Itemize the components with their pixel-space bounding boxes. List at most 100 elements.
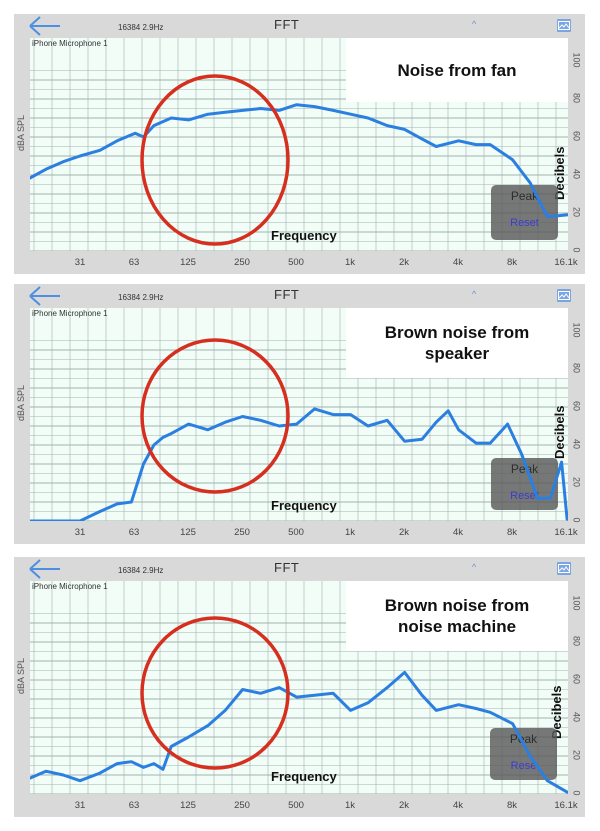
image-export-icon[interactable] <box>557 289 571 302</box>
x-tick-label: 250 <box>234 800 250 811</box>
y-tick-label: 100 <box>571 595 582 611</box>
reset-button[interactable]: Reset <box>510 490 539 502</box>
x-tick-label: 31 <box>74 527 86 538</box>
fft-size-label: 16384 2.9Hz <box>118 293 164 302</box>
y-axis-right-label: Decibels <box>552 405 567 459</box>
y-tick-label: 100 <box>571 322 582 338</box>
x-tick-label: 2k <box>398 800 410 811</box>
x-tick-label: 4k <box>452 527 464 538</box>
y-axis-right: 0 20 40 60 80 100 <box>568 38 585 252</box>
y-axis-right: 0 20 40 60 80 100 <box>568 581 585 795</box>
y-tick-label: 0 <box>571 790 582 796</box>
y-tick-label: 0 <box>571 247 582 253</box>
plot-area[interactable]: iPhone Microphone 1 Noise from fan Frequ… <box>30 38 568 251</box>
plot-area[interactable]: iPhone Microphone 1 Brown noise from spe… <box>30 308 568 521</box>
fft-panel-3: 16384 2.9Hz FFT ^ dBA SPL iPhone Microph… <box>14 557 585 817</box>
x-axis-ticks: 31 63 125 250 500 1k 2k 4k 8k 16.1k <box>30 251 578 274</box>
x-tick-label: 125 <box>180 257 196 268</box>
x-tick-label: 500 <box>288 257 304 268</box>
back-arrow-icon[interactable] <box>28 16 62 36</box>
y-tick-label: 60 <box>571 400 582 411</box>
fft-panel-1: 16384 2.9Hz FFT ^ dBA SPL iPhone Microph… <box>14 14 585 274</box>
screen-title: FFT <box>274 17 300 32</box>
x-tick-label: 16.1k <box>554 800 578 811</box>
fft-size-label: 16384 2.9Hz <box>118 566 164 575</box>
toolbar: 16384 2.9Hz FFT ^ <box>14 284 585 308</box>
reset-button[interactable]: Reset <box>510 217 539 229</box>
x-tick-label: 4k <box>452 800 464 811</box>
x-tick-label: 8k <box>506 527 518 538</box>
x-axis-label: Frequency <box>271 228 337 243</box>
y-tick-label: 100 <box>571 52 582 68</box>
x-tick-label: 8k <box>506 257 518 268</box>
x-axis-label: Frequency <box>271 498 337 513</box>
y-tick-label: 60 <box>571 130 582 141</box>
screen-title: FFT <box>274 560 300 575</box>
back-arrow-icon[interactable] <box>28 559 62 579</box>
y-axis-right: 0 20 40 60 80 100 <box>568 308 585 522</box>
y-tick-label: 40 <box>571 438 582 449</box>
annotation-label: Brown noise from speaker <box>346 308 568 378</box>
y-tick-label: 40 <box>571 168 582 179</box>
y-axis-left-label: dBA SPL <box>16 657 26 694</box>
y-tick-label: 60 <box>571 673 582 684</box>
fft-panel-2: 16384 2.9Hz FFT ^ dBA SPL iPhone Microph… <box>14 284 585 544</box>
y-tick-label: 20 <box>571 476 582 487</box>
x-tick-label: 1k <box>344 800 356 811</box>
x-tick-label: 125 <box>180 800 196 811</box>
x-tick-label: 4k <box>452 257 464 268</box>
x-tick-label: 63 <box>128 800 140 811</box>
plot-area[interactable]: iPhone Microphone 1 Brown noise from noi… <box>30 581 568 794</box>
annotation-label: Noise from fan <box>346 38 568 102</box>
peak-reset-overlay: Peak Reset <box>491 458 558 510</box>
caret-up-icon[interactable]: ^ <box>472 562 477 572</box>
y-tick-label: 40 <box>571 711 582 722</box>
y-tick-label: 80 <box>571 635 582 646</box>
toolbar: 16384 2.9Hz FFT ^ <box>14 557 585 581</box>
x-tick-label: 250 <box>234 527 250 538</box>
x-tick-label: 16.1k <box>554 527 578 538</box>
x-tick-label: 1k <box>344 527 356 538</box>
input-device-label: iPhone Microphone 1 <box>32 39 108 48</box>
x-tick-label: 1k <box>344 257 356 268</box>
input-device-label: iPhone Microphone 1 <box>32 309 108 318</box>
peak-button[interactable]: Peak <box>509 732 538 746</box>
y-tick-label: 20 <box>571 749 582 760</box>
reset-button[interactable]: Rese <box>510 760 537 772</box>
x-tick-label: 250 <box>234 257 250 268</box>
x-axis-ticks: 31 63 125 250 500 1k 2k 4k 8k 16.1k <box>30 521 578 544</box>
y-tick-label: 0 <box>571 517 582 523</box>
x-axis-label: Frequency <box>271 769 337 784</box>
x-tick-label: 500 <box>288 527 304 538</box>
y-axis-left-label: dBA SPL <box>16 384 26 421</box>
input-device-label: iPhone Microphone 1 <box>32 582 108 591</box>
back-arrow-icon[interactable] <box>28 286 62 306</box>
y-tick-label: 80 <box>571 362 582 373</box>
caret-up-icon[interactable]: ^ <box>472 289 477 299</box>
peak-reset-overlay: Peak Rese <box>490 728 557 780</box>
x-tick-label: 2k <box>398 257 410 268</box>
x-tick-label: 63 <box>128 257 140 268</box>
y-axis-left-label: dBA SPL <box>16 114 26 151</box>
x-tick-label: 8k <box>506 800 518 811</box>
screen-title: FFT <box>274 287 300 302</box>
image-export-icon[interactable] <box>557 562 571 575</box>
peak-reset-overlay: Peak Reset <box>491 185 558 240</box>
x-tick-label: 500 <box>288 800 304 811</box>
fft-size-label: 16384 2.9Hz <box>118 23 164 32</box>
peak-button[interactable]: Peak <box>510 189 539 203</box>
caret-up-icon[interactable]: ^ <box>472 19 477 29</box>
toolbar: 16384 2.9Hz FFT ^ <box>14 14 585 38</box>
x-tick-label: 16.1k <box>554 257 578 268</box>
y-tick-label: 20 <box>571 206 582 217</box>
image-export-icon[interactable] <box>557 19 571 32</box>
x-tick-label: 125 <box>180 527 196 538</box>
x-tick-label: 63 <box>128 527 140 538</box>
annotation-label: Brown noise from noise machine <box>346 581 568 651</box>
peak-button[interactable]: Peak <box>510 462 539 476</box>
x-tick-label: 2k <box>398 527 410 538</box>
y-tick-label: 80 <box>571 92 582 103</box>
x-tick-label: 31 <box>74 257 86 268</box>
x-axis-ticks: 31 63 125 250 500 1k 2k 4k 8k 16.1k <box>30 794 578 817</box>
x-tick-label: 31 <box>74 800 86 811</box>
